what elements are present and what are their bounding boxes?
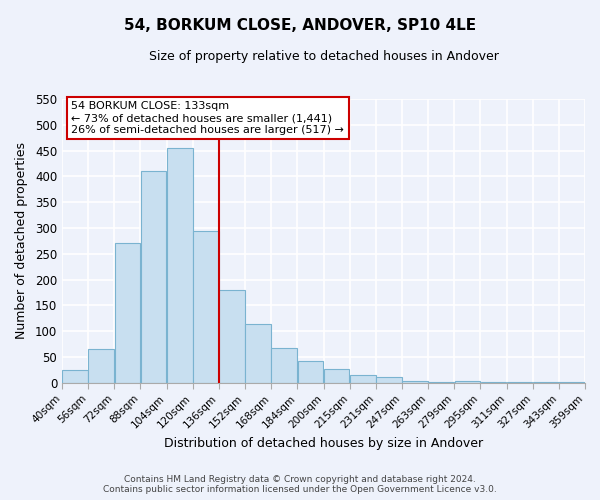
Bar [167,148,193,383]
Bar [533,382,559,383]
Bar [376,377,402,383]
Bar [219,290,245,383]
Bar [245,324,271,383]
Bar [350,374,376,383]
Bar [271,348,297,383]
Bar [88,349,114,383]
Bar [141,171,166,383]
Bar [455,381,480,383]
Y-axis label: Number of detached properties: Number of detached properties [15,142,28,340]
Text: Contains public sector information licensed under the Open Government Licence v3: Contains public sector information licen… [103,485,497,494]
Bar [402,380,428,383]
Bar [507,382,532,383]
Title: Size of property relative to detached houses in Andover: Size of property relative to detached ho… [149,50,499,63]
X-axis label: Distribution of detached houses by size in Andover: Distribution of detached houses by size … [164,437,483,450]
Text: 54, BORKUM CLOSE, ANDOVER, SP10 4LE: 54, BORKUM CLOSE, ANDOVER, SP10 4LE [124,18,476,32]
Bar [298,360,323,383]
Bar [428,382,454,383]
Bar [481,382,506,383]
Bar [62,370,88,383]
Text: 54 BORKUM CLOSE: 133sqm
← 73% of detached houses are smaller (1,441)
26% of semi: 54 BORKUM CLOSE: 133sqm ← 73% of detache… [71,102,344,134]
Bar [324,369,349,383]
Bar [193,230,218,383]
Bar [115,244,140,383]
Text: Contains HM Land Registry data © Crown copyright and database right 2024.: Contains HM Land Registry data © Crown c… [124,475,476,484]
Bar [559,382,585,383]
